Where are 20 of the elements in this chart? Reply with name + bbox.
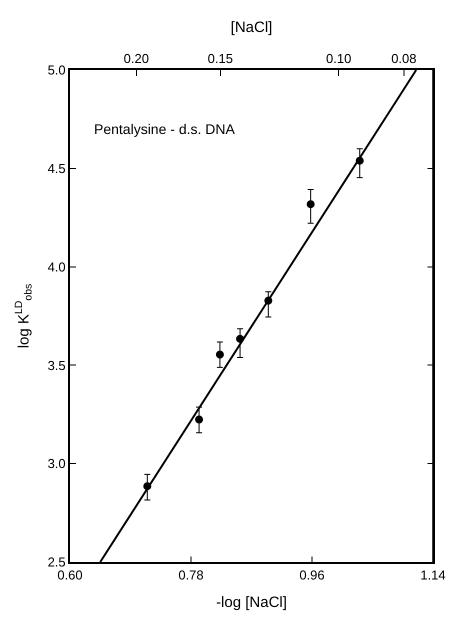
x2-tick-label: 0.10 [326,51,352,66]
point [306,200,315,208]
y-tick-label: 5.0 [48,62,66,78]
x2-axis-title: [NaCl] [230,18,272,36]
x-tick-label: 0.96 [299,567,325,582]
point [195,416,204,424]
x-tick-label: 0.60 [57,567,83,582]
y-tick-label: 3.0 [48,456,66,472]
x2-tick-label: 0.20 [124,51,149,66]
x2-tick-label: 0.08 [391,51,417,66]
x-tick-label: 0.78 [178,567,204,582]
point [216,350,224,359]
x-axis-title: -log [NaCl] [216,594,287,611]
y-tick-label: 3.5 [48,358,66,373]
y-tick-label: 2.5 [48,554,66,570]
y-tick-label: 4.0 [48,259,66,274]
x2-tick-label: 0.15 [208,51,233,66]
y-tick-label: 4.5 [48,160,66,176]
annotation: Pentalysine - d.s. DNA [94,121,236,137]
x-tick-label: 1.14 [420,567,446,582]
